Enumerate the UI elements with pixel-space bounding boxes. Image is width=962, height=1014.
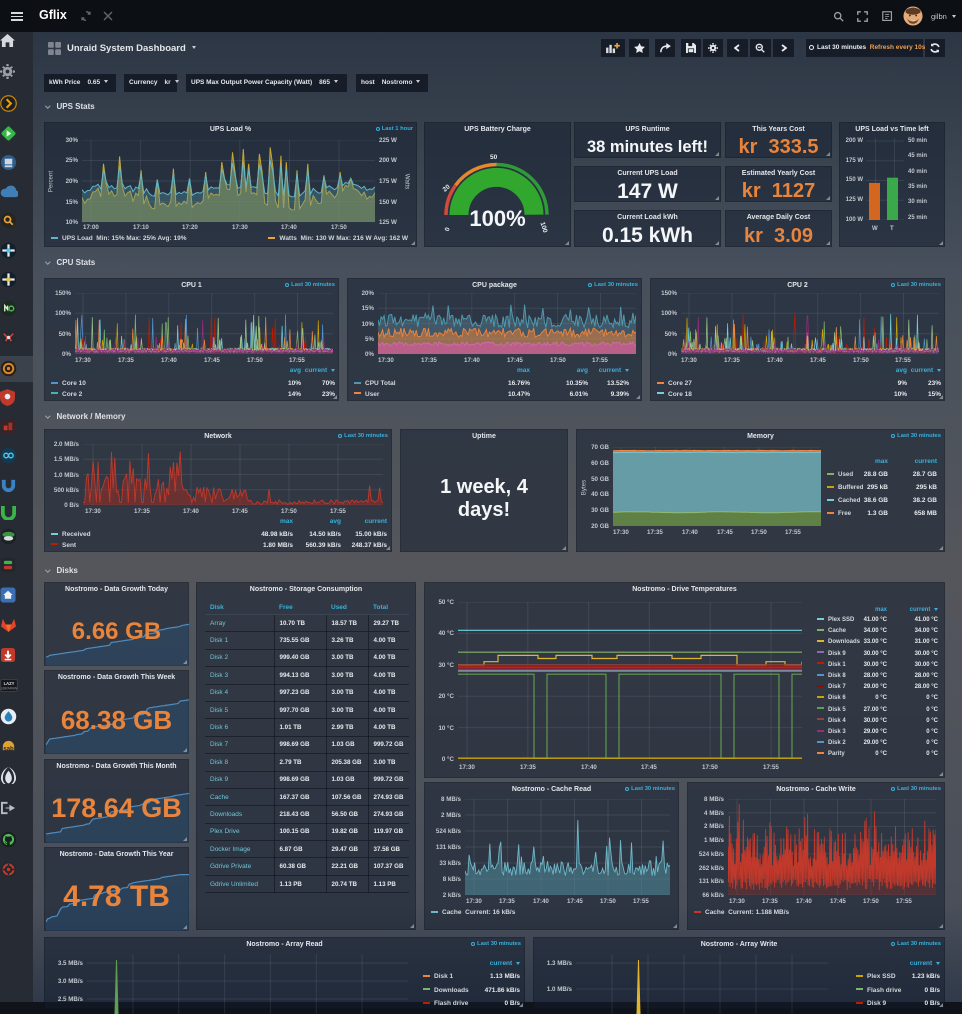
svg-text:LIBRARIAN: LIBRARIAN xyxy=(1,687,18,691)
svg-text:sab: sab xyxy=(3,745,14,752)
svg-text:LAZY: LAZY xyxy=(4,681,15,686)
